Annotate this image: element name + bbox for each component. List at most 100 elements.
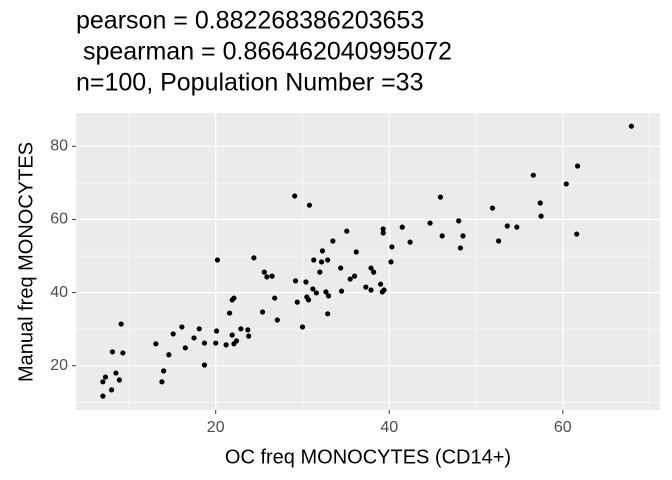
point [246, 333, 252, 339]
point [537, 200, 543, 206]
point [538, 213, 544, 219]
point [226, 310, 233, 316]
point [191, 335, 197, 341]
chart-title-line: pearson = 0.882268386203653 [76, 7, 424, 35]
point [118, 321, 124, 327]
point [380, 226, 386, 232]
point [231, 341, 237, 347]
point [368, 265, 374, 271]
point [306, 202, 313, 208]
point [272, 295, 278, 301]
point [108, 387, 115, 393]
point [310, 286, 316, 292]
point [388, 259, 394, 265]
point [259, 309, 266, 315]
point [100, 379, 106, 385]
point [170, 331, 176, 337]
y-tick-label: 80 [50, 138, 68, 155]
point [371, 269, 377, 275]
x-tick-label: 60 [554, 419, 572, 436]
point [380, 230, 386, 236]
point [251, 255, 257, 261]
point [159, 379, 165, 385]
point [196, 326, 202, 332]
point [213, 328, 220, 334]
point [563, 181, 569, 187]
point [325, 257, 331, 263]
point [460, 233, 466, 239]
point [305, 297, 312, 303]
x-tick-label: 40 [380, 419, 398, 436]
points [100, 123, 634, 399]
point [229, 297, 235, 303]
point [330, 238, 336, 244]
point [294, 299, 300, 305]
point [313, 290, 319, 296]
point [317, 269, 323, 275]
y-tick-label: 40 [50, 284, 68, 301]
point [245, 327, 251, 333]
point [161, 368, 167, 374]
point [274, 317, 280, 323]
point [489, 205, 496, 211]
point [381, 287, 387, 293]
point [269, 273, 275, 279]
point [179, 324, 185, 330]
point [495, 238, 502, 244]
point [628, 123, 634, 129]
point [530, 172, 536, 178]
point [325, 311, 331, 317]
point [427, 220, 433, 226]
point [201, 362, 208, 368]
point [504, 223, 510, 229]
point [574, 231, 580, 237]
point [318, 259, 325, 265]
labels: pearson = 0.882268386203653 spearman = 0… [15, 7, 572, 469]
point [389, 244, 395, 250]
point [229, 332, 235, 338]
chart-title-line: n=100, Population Number =33 [76, 69, 423, 97]
point [399, 224, 405, 230]
point [116, 377, 122, 383]
x-axis-title: OC freq MONOCYTES (CD14+) [225, 446, 511, 468]
point [363, 284, 369, 290]
point [223, 342, 229, 348]
point [100, 393, 106, 399]
point [353, 249, 359, 255]
point [323, 289, 329, 295]
point [303, 279, 309, 285]
point [292, 278, 299, 284]
point [153, 341, 159, 347]
point [102, 374, 109, 380]
point [299, 324, 306, 330]
point [120, 350, 126, 356]
point [574, 163, 581, 169]
x-tick-label: 20 [207, 419, 225, 436]
point [377, 281, 384, 287]
point [344, 228, 350, 234]
point [456, 218, 462, 224]
y-tick-label: 60 [50, 211, 68, 228]
point [457, 245, 464, 251]
point [311, 257, 317, 263]
point [514, 224, 520, 230]
point [238, 326, 244, 332]
point [261, 269, 267, 275]
point [166, 352, 172, 358]
point [368, 287, 374, 293]
chart-title-line: spearman = 0.866462040995072 [76, 38, 452, 66]
y-tick-label: 20 [50, 357, 68, 374]
point [182, 345, 188, 351]
point [439, 233, 445, 239]
point [347, 276, 353, 282]
point [437, 194, 444, 200]
point [319, 248, 326, 254]
point [201, 340, 208, 346]
point [351, 273, 358, 279]
point [292, 193, 298, 199]
point [214, 257, 221, 263]
point [325, 293, 332, 299]
y-axis-title: Manual freq MONOCYTES [15, 142, 37, 382]
